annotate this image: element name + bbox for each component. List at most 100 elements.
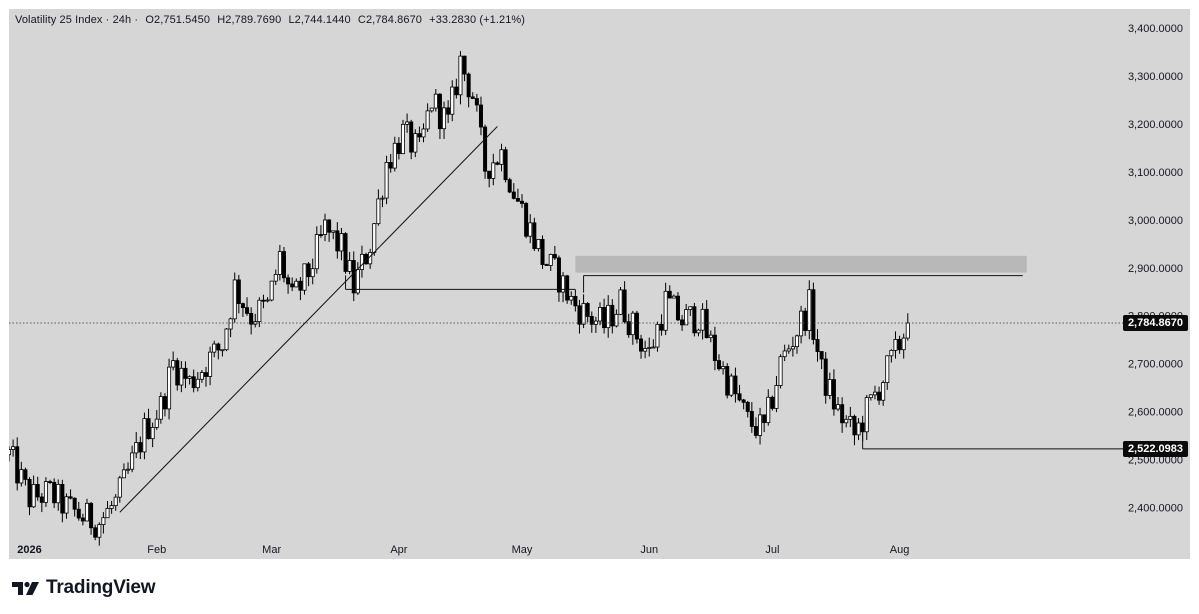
branding[interactable]: TradingView: [12, 576, 156, 600]
candle-body: [458, 55, 463, 96]
candle-body: [503, 149, 508, 181]
candle-body: [885, 355, 890, 383]
candle-body: [483, 126, 488, 172]
candle-body: [626, 321, 631, 336]
candle-body: [573, 295, 578, 307]
candle-body: [249, 312, 254, 325]
candle-body: [327, 219, 332, 233]
candle-body: [425, 110, 430, 130]
candle-body: [343, 233, 348, 272]
candle-body: [298, 280, 303, 291]
symbol-name[interactable]: Volatility 25 Index · 24h ·: [15, 14, 139, 26]
candle-body: [836, 404, 841, 410]
candle-body: [762, 414, 767, 424]
candle-body: [261, 299, 266, 302]
candle-body: [351, 260, 356, 294]
candle-body: [704, 308, 709, 339]
candle-body: [446, 107, 451, 115]
candle-body: [848, 415, 853, 420]
candle-body: [171, 360, 176, 368]
candle-body: [868, 394, 873, 399]
candle-body: [532, 222, 537, 249]
y-axis-tick-label: 3,100.0000: [1128, 167, 1183, 179]
candle-body: [97, 524, 102, 538]
chart-panel[interactable]: 3,400.0000 3,300.0000 3,200.0000 3,100.0000…: [9, 9, 1190, 559]
candle-body: [639, 338, 644, 352]
y-axis-tick-label: 3,000.0000: [1128, 215, 1183, 227]
candle-body: [864, 397, 869, 433]
candle-body: [721, 366, 726, 370]
candle-body: [589, 316, 594, 325]
candle-body: [622, 289, 627, 323]
candle-body: [881, 382, 886, 401]
candle-body: [659, 323, 664, 331]
candle-body: [60, 483, 65, 514]
candle-body: [700, 308, 705, 331]
candle-body: [314, 234, 319, 270]
price-change: +33.2830 (+1.21%): [429, 14, 526, 26]
candle-body: [48, 481, 53, 483]
candle-body: [807, 289, 812, 331]
candle-body: [142, 418, 147, 453]
candle-body: [417, 133, 422, 138]
candle-body: [195, 378, 200, 389]
x-axis-tick-label: 2026: [17, 544, 41, 556]
candle-body: [511, 191, 516, 199]
candle-body: [872, 391, 877, 396]
candle-body: [27, 478, 32, 508]
candle-body: [753, 426, 758, 436]
candle-body: [117, 477, 122, 498]
candle-body: [84, 502, 89, 522]
candle-body: [80, 517, 85, 522]
candle-body: [794, 335, 799, 348]
candle-body: [717, 360, 722, 370]
candle-body: [581, 303, 586, 325]
candle-body: [643, 348, 648, 352]
candle-body: [400, 123, 405, 155]
y-axis-tick-label: 2,600.0000: [1128, 407, 1183, 419]
candle-body: [536, 239, 541, 249]
candle-body: [19, 469, 24, 484]
candle-body: [602, 306, 607, 329]
candle-body: [89, 502, 94, 529]
candle-body: [109, 505, 114, 509]
candle-body: [105, 508, 110, 519]
candle-body: [491, 162, 496, 179]
candle-body: [39, 496, 44, 503]
candle-body: [68, 496, 73, 499]
ohlc-low: L2,744.1440: [288, 14, 351, 26]
candle-body: [286, 277, 291, 285]
candlestick-chart[interactable]: 3,400.0000 3,300.0000 3,200.0000 3,100.0000…: [9, 9, 1190, 559]
y-axis-tick-label: 2,500.0000: [1128, 455, 1183, 467]
candle-body: [877, 391, 882, 401]
candle-body: [265, 299, 270, 302]
candle-body: [630, 312, 635, 336]
candle-body: [774, 385, 779, 409]
candle-body: [831, 379, 836, 410]
tradingview-wordmark: TradingView: [46, 577, 156, 598]
candle-body: [429, 107, 434, 112]
candle-body: [269, 280, 274, 301]
candle-body: [618, 289, 623, 315]
candle-body: [421, 128, 426, 138]
candle-body: [889, 349, 894, 357]
x-axis-tick-label: Mar: [262, 544, 281, 556]
candle-body: [844, 418, 849, 424]
candle-body: [569, 295, 574, 301]
candle-body: [359, 253, 364, 270]
candle-body: [199, 372, 204, 380]
candle-body: [454, 86, 459, 96]
candle-body: [799, 310, 804, 337]
candle-body: [72, 497, 77, 510]
candle-body: [183, 367, 188, 379]
candle-body: [737, 393, 742, 401]
candle-body: [520, 200, 525, 204]
candle-body: [585, 303, 590, 317]
candle-body: [897, 339, 902, 351]
candle-body: [741, 399, 746, 403]
candle-body: [35, 484, 40, 498]
candle-body: [64, 496, 69, 514]
candle-body: [634, 312, 639, 340]
candle-body: [688, 306, 693, 311]
candle-body: [409, 121, 414, 153]
